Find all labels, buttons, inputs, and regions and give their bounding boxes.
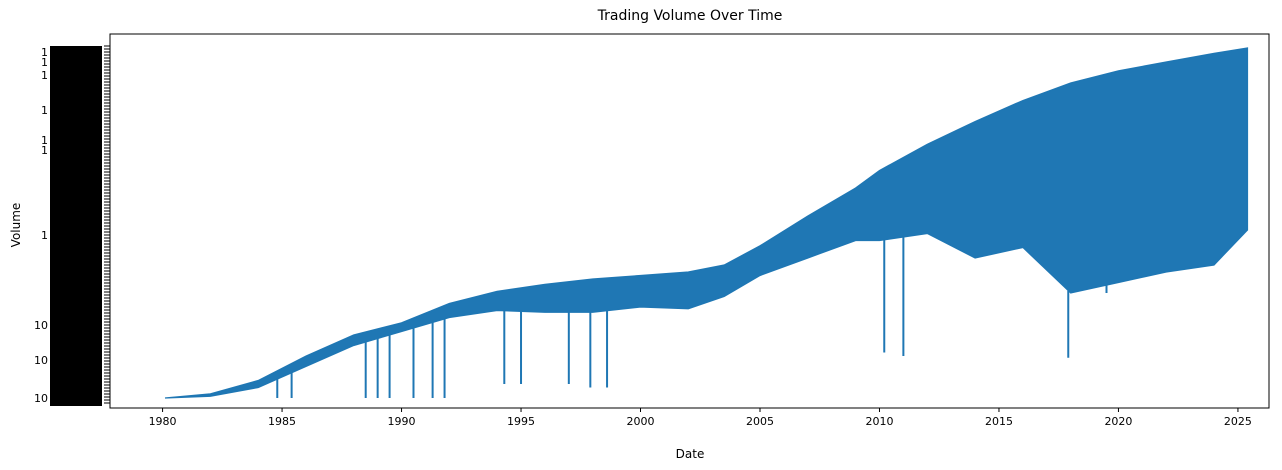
y-tick-label: 10: [34, 392, 48, 405]
chart-title: Trading Volume Over Time: [597, 8, 783, 24]
x-tick-label-1980: 1980: [149, 415, 177, 428]
x-axis-ticks: 1980 1985 1990 1995 2000 2005 2010 2015 2020 2025: [149, 408, 1252, 428]
x-tick-label-2005: 2005: [746, 415, 774, 428]
y-tick-label: 1: [41, 104, 48, 117]
y-tick-label: 1: [41, 46, 48, 59]
plot-frame: [109, 33, 1270, 409]
y-tick-label: 1: [41, 144, 48, 157]
x-tick-label-2025: 2025: [1224, 415, 1252, 428]
x-tick-label-2000: 2000: [627, 415, 655, 428]
plot-area: [109, 33, 1270, 409]
x-tick-label-2010: 2010: [865, 415, 893, 428]
y-tick-label: 1: [41, 69, 48, 82]
x-tick-label-1990: 1990: [388, 415, 416, 428]
x-axis-label: Date: [676, 447, 705, 461]
series-line-volume: [164, 47, 1249, 399]
y-tick-label: 1: [41, 56, 48, 69]
y-tick-label: 1: [41, 229, 48, 242]
y-axis-label: Volume: [9, 203, 23, 248]
x-tick-label-1995: 1995: [507, 415, 535, 428]
y-tick-label: 1: [41, 134, 48, 147]
x-tick-label-2020: 2020: [1104, 415, 1132, 428]
series-dips: [276, 237, 1108, 398]
y-tick-label: 10: [34, 319, 48, 332]
x-tick-label-1985: 1985: [268, 415, 296, 428]
x-tick-label-2015: 2015: [985, 415, 1013, 428]
y-tick-label: 10: [34, 354, 48, 367]
y-tick-labels-overlap: [50, 46, 102, 406]
y-axis-tick-band: [50, 45, 110, 406]
